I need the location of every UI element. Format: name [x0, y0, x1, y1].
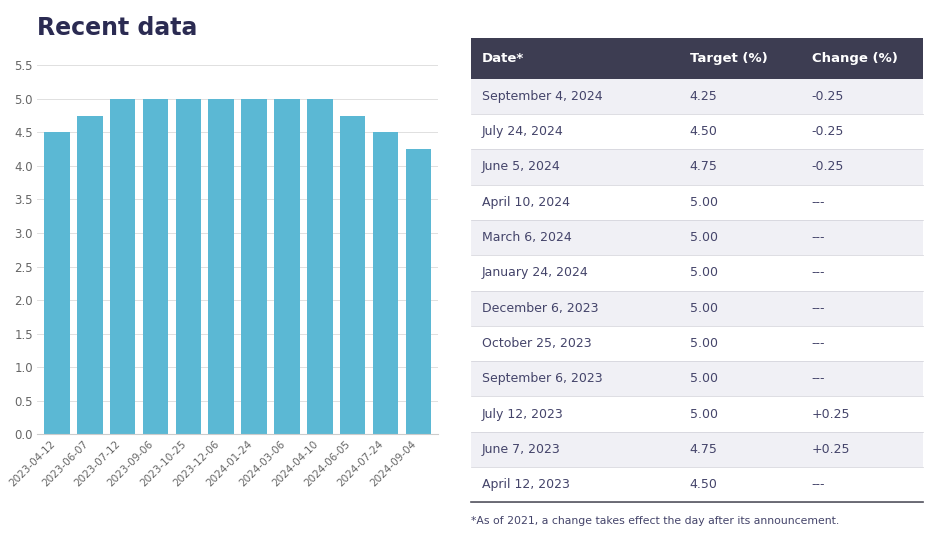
Text: 4.25: 4.25 [690, 90, 718, 103]
Text: +0.25: +0.25 [812, 408, 850, 420]
Text: Change (%): Change (%) [812, 52, 898, 65]
Text: Recent data: Recent data [37, 16, 198, 40]
Text: Target (%): Target (%) [690, 52, 768, 65]
Text: April 10, 2024: April 10, 2024 [482, 196, 569, 209]
Text: July 24, 2024: July 24, 2024 [482, 125, 564, 138]
Bar [340, 116, 365, 434]
Text: September 6, 2023: September 6, 2023 [482, 372, 602, 385]
Text: 5.00: 5.00 [690, 337, 718, 350]
Text: 4.75: 4.75 [690, 161, 718, 173]
Text: October 25, 2023: October 25, 2023 [482, 337, 592, 350]
Text: June 7, 2023: June 7, 2023 [482, 443, 560, 456]
Text: 5.00: 5.00 [690, 267, 718, 279]
Text: 4.50: 4.50 [690, 478, 718, 491]
Text: 4.75: 4.75 [690, 443, 718, 456]
Bar [307, 99, 333, 434]
Text: 5.00: 5.00 [690, 408, 718, 420]
Text: ---: --- [812, 372, 826, 385]
Text: September 4, 2024: September 4, 2024 [482, 90, 602, 103]
Bar [405, 149, 432, 434]
Text: March 6, 2024: March 6, 2024 [482, 231, 571, 244]
Text: ---: --- [812, 337, 826, 350]
Bar [241, 99, 267, 434]
Text: 5.00: 5.00 [690, 231, 718, 244]
Bar [175, 99, 201, 434]
Text: Date*: Date* [482, 52, 524, 65]
Bar [110, 99, 135, 434]
Text: +0.25: +0.25 [812, 443, 850, 456]
Text: ---: --- [812, 302, 826, 314]
Text: ---: --- [812, 196, 826, 209]
Text: 5.00: 5.00 [690, 196, 718, 209]
Text: December 6, 2023: December 6, 2023 [482, 302, 598, 314]
Text: 4.50: 4.50 [690, 125, 718, 138]
Bar [44, 132, 70, 434]
Text: 5.00: 5.00 [690, 372, 718, 385]
Text: ---: --- [812, 267, 826, 279]
Text: -0.25: -0.25 [812, 161, 844, 173]
Text: *As of 2021, a change takes effect the day after its announcement.: *As of 2021, a change takes effect the d… [471, 516, 839, 526]
Text: July 12, 2023: July 12, 2023 [482, 408, 564, 420]
Bar [209, 99, 234, 434]
Text: -0.25: -0.25 [812, 90, 844, 103]
Text: ---: --- [812, 478, 826, 491]
Text: January 24, 2024: January 24, 2024 [482, 267, 589, 279]
Bar [373, 132, 398, 434]
Text: June 5, 2024: June 5, 2024 [482, 161, 560, 173]
Bar [143, 99, 169, 434]
Text: -0.25: -0.25 [812, 125, 844, 138]
Bar [77, 116, 103, 434]
Text: ---: --- [812, 231, 826, 244]
Bar [274, 99, 300, 434]
Text: 5.00: 5.00 [690, 302, 718, 314]
Text: April 12, 2023: April 12, 2023 [482, 478, 569, 491]
